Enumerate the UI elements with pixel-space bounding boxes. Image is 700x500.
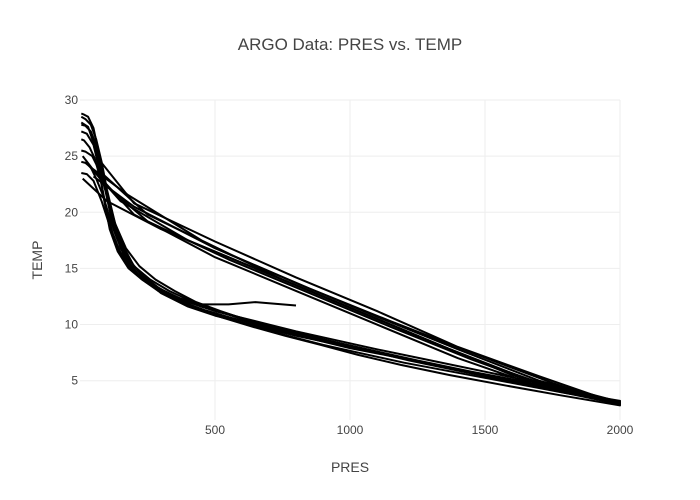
series-line (80, 121, 621, 405)
series-line (80, 130, 621, 403)
x-axis-title: PRES (331, 459, 369, 475)
y-axis-title: TEMP (29, 241, 45, 280)
series-line (80, 112, 621, 407)
series-line (81, 123, 621, 406)
series-line (81, 160, 621, 403)
x-tick-label: 2000 (607, 423, 634, 437)
y-tick-label: 30 (65, 93, 79, 107)
grid-lines (80, 99, 621, 420)
y-tick-label: 5 (71, 374, 78, 388)
x-tick-label: 1500 (472, 423, 499, 437)
y-tick-label: 20 (65, 205, 79, 219)
y-tick-label: 15 (65, 261, 79, 275)
series-line (80, 115, 621, 402)
series-line (81, 149, 621, 406)
series-line (81, 172, 297, 307)
x-axis-ticks: 500 1000 1500 2000 (205, 423, 634, 437)
data-lines (80, 112, 621, 407)
x-tick-label: 1000 (337, 423, 364, 437)
x-tick-label: 500 (205, 423, 225, 437)
y-tick-label: 25 (65, 149, 79, 163)
chart-title: ARGO Data: PRES vs. TEMP (238, 35, 463, 54)
y-axis-ticks: 5 10 15 20 25 30 (65, 93, 79, 388)
y-tick-label: 10 (65, 318, 79, 332)
series-line (80, 138, 621, 405)
